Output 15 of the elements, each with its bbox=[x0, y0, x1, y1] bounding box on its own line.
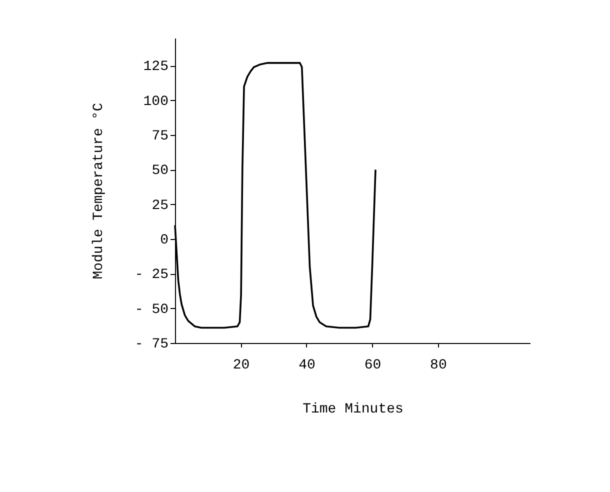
y-tick-label: 125 bbox=[143, 59, 168, 76]
x-tick-label: 40 bbox=[298, 358, 316, 374]
x-tick-label: 80 bbox=[430, 358, 447, 374]
x-axis-title: Time Minutes bbox=[302, 402, 404, 418]
y-tick-label: 100 bbox=[143, 94, 168, 110]
x-tick-label: 20 bbox=[232, 358, 250, 374]
y-tick-label: 25 bbox=[152, 198, 168, 214]
y-tick-label: 0 bbox=[160, 232, 168, 249]
y-tick-label: 75 bbox=[152, 128, 168, 145]
y-tick-label: - 25 bbox=[134, 267, 168, 284]
x-tick-label: 60 bbox=[364, 358, 382, 374]
y-axis-title: Module Temperature °C bbox=[90, 102, 107, 280]
y-tick-label: 50 bbox=[152, 163, 168, 180]
y-tick-label: - 75 bbox=[134, 336, 168, 352]
y-tick-label: - 50 bbox=[134, 302, 168, 318]
